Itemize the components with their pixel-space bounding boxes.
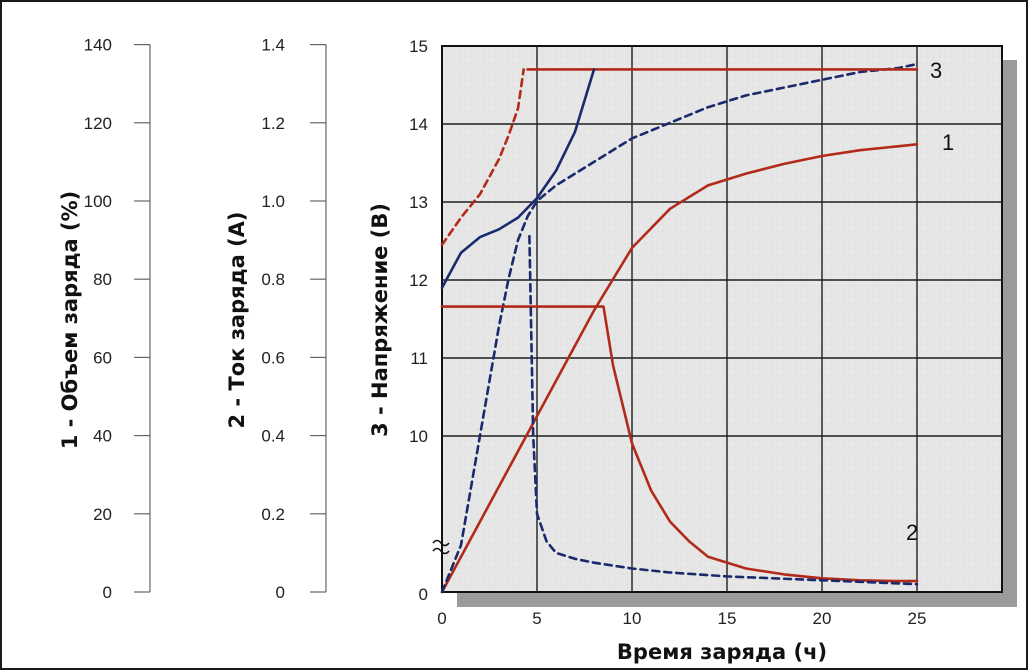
x-tick-label: 20 xyxy=(813,609,832,628)
y-tick-label: 0 xyxy=(419,585,428,604)
y-tick-label: 0 xyxy=(103,583,112,602)
y-tick-label: 60 xyxy=(93,348,112,367)
curve-label: 2 xyxy=(906,520,918,545)
y-tick-label: 14 xyxy=(409,115,428,134)
x-tick-label: 5 xyxy=(532,609,541,628)
y-tick-label: 0 xyxy=(276,583,285,602)
y-tick-label: 40 xyxy=(93,427,112,446)
y-tick-label: 0.6 xyxy=(261,348,285,367)
y-tick-label: 0.4 xyxy=(261,427,285,446)
axis-break-icon xyxy=(432,539,450,555)
x-tick-label: 10 xyxy=(623,609,642,628)
y-tick-label: 0.2 xyxy=(261,505,285,524)
y-tick-label: 11 xyxy=(410,349,428,368)
y-tick-label: 100 xyxy=(84,192,112,211)
series-line-1-solid xyxy=(440,143,919,594)
x-tick-label: 15 xyxy=(718,609,737,628)
y-tick-label: 1.0 xyxy=(261,192,285,211)
y-tick-label: 80 xyxy=(93,270,112,289)
x-axis-title: Время заряда (ч) xyxy=(617,640,827,664)
plot-area xyxy=(441,45,1003,593)
series-line-1-dashed xyxy=(440,62,919,594)
y-axis-title: 3 - Напряжение (В) xyxy=(368,203,392,437)
y-tick-label: 10 xyxy=(409,427,428,446)
y-tick-label: 120 xyxy=(84,114,112,133)
curve-label: 1 xyxy=(942,130,954,155)
y-tick-label: 140 xyxy=(84,36,112,55)
x-tick-label: 25 xyxy=(908,609,927,628)
y-tick-label: 1.2 xyxy=(261,114,285,133)
y-axis-title: 1 - Объем заряда (%) xyxy=(58,191,82,450)
x-tick-label: 0 xyxy=(437,609,446,628)
series-line-3-blue-solid xyxy=(440,68,596,290)
y-tick-label: 1.4 xyxy=(261,36,285,55)
series-line-2-solid xyxy=(440,305,919,583)
curve-label: 3 xyxy=(930,58,942,83)
y-tick-label: 12 xyxy=(409,271,428,290)
y-tick-label: 15 xyxy=(409,37,428,56)
series-line-2-dashed xyxy=(528,234,919,586)
y-tick-label: 13 xyxy=(409,193,428,212)
y-tick-label: 20 xyxy=(93,505,112,524)
y-tick-label: 0.8 xyxy=(261,270,285,289)
y-axis-title: 2 - Ток заряда (А) xyxy=(225,211,249,428)
series-line-3-dashed xyxy=(440,68,525,247)
